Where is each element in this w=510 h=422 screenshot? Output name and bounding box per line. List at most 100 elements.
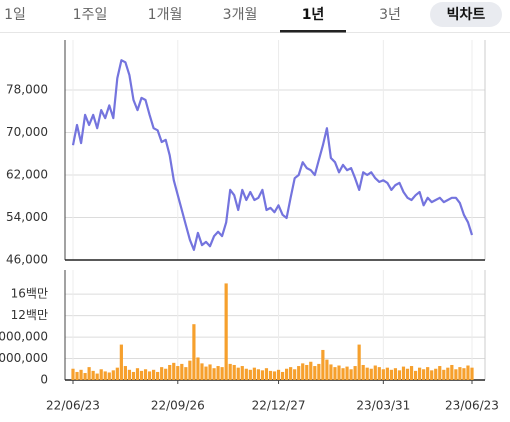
volume-bar — [301, 363, 305, 380]
volume-bar — [333, 367, 337, 380]
volume-bar — [373, 365, 377, 380]
volume-bar — [172, 362, 176, 380]
volume-bar — [176, 366, 180, 380]
tab[interactable]: 3개월 — [223, 7, 258, 23]
volume-bar — [244, 368, 248, 380]
volume-bar — [418, 367, 422, 380]
volume-bar — [236, 367, 240, 380]
big-chart-button[interactable] — [430, 2, 502, 27]
volume-bar — [458, 367, 462, 380]
volume-bar — [297, 366, 301, 380]
x-tick-label: 23/06/23 — [445, 399, 499, 413]
volume-bar — [224, 283, 228, 380]
tab[interactable]: 1개월 — [148, 7, 183, 23]
volume-bar — [260, 370, 265, 380]
x-tick-label: 22/12/27 — [252, 399, 306, 413]
volume-bar — [280, 371, 285, 380]
volume-bar — [446, 367, 450, 380]
x-tick-label: 22/09/26 — [151, 399, 205, 413]
volume-bar — [143, 369, 148, 380]
volume-bar — [305, 364, 309, 380]
y-tick-label: 8,000,000 — [0, 330, 48, 344]
volume-bar — [248, 369, 252, 380]
volume-bar — [212, 368, 216, 380]
volume-bar — [200, 363, 204, 380]
volume-bar — [337, 365, 341, 380]
volume-bar — [325, 359, 329, 380]
y-tick-label: 46,000 — [6, 253, 48, 267]
volume-bar — [184, 367, 188, 380]
volume-bar — [119, 344, 123, 380]
volume-bar — [357, 344, 361, 380]
volume-bar — [413, 370, 418, 380]
volume-bar — [401, 366, 406, 380]
tab[interactable]: 3년 — [379, 7, 401, 23]
volume-bar — [381, 369, 385, 380]
volume-bar — [115, 367, 119, 380]
volume-bar — [127, 369, 132, 380]
volume-bar — [208, 364, 212, 380]
volume-bar — [409, 366, 414, 380]
volume-bar — [168, 364, 172, 380]
volume-bar — [216, 366, 220, 380]
volume-bar — [180, 363, 184, 380]
volume-bar — [393, 368, 398, 380]
volume-bar — [442, 369, 446, 380]
volume-bar — [228, 363, 232, 380]
volume-bar — [434, 368, 438, 380]
y-tick-label: 70,000 — [6, 125, 48, 139]
volume-bar — [131, 371, 136, 380]
volume-bar — [192, 324, 196, 380]
tab[interactable]: 1년 — [302, 7, 325, 23]
volume-bar — [135, 368, 140, 380]
tab-underline — [280, 30, 346, 33]
volume-bar — [220, 367, 224, 380]
volume-bar — [349, 369, 353, 380]
volume-bar — [405, 368, 410, 380]
volume-bar — [289, 367, 293, 380]
y-tick-label: 4,000,000 — [0, 351, 48, 365]
tab[interactable]: 1일 — [4, 7, 26, 23]
y-tick-label: 78,000 — [6, 82, 48, 96]
volume-bar — [79, 369, 83, 380]
volume-bar — [365, 367, 369, 380]
volume-bar — [293, 369, 297, 380]
volume-bar — [160, 367, 164, 380]
volume-bar — [152, 369, 156, 380]
volume-bar — [276, 369, 281, 380]
volume-bar — [341, 368, 345, 380]
volume-bar — [268, 370, 273, 380]
volume-bar — [107, 372, 111, 380]
volume-bar — [139, 370, 144, 380]
volume-bar — [91, 370, 95, 380]
volume-bar — [196, 357, 200, 380]
volume-bar — [345, 366, 349, 380]
volume-bar — [329, 364, 333, 380]
volume-bar — [71, 368, 75, 380]
volume-bar — [466, 365, 470, 380]
volume-bar — [369, 368, 373, 380]
volume-bar — [470, 367, 474, 380]
big-chart-label[interactable]: 빅차트 — [447, 6, 486, 23]
volume-bar — [99, 369, 103, 380]
volume-bar — [389, 369, 393, 380]
tab[interactable]: 1주일 — [73, 7, 108, 23]
volume-bar — [397, 370, 402, 380]
volume-bar — [272, 371, 277, 380]
volume-bar — [232, 364, 236, 380]
volume-bar — [385, 367, 389, 380]
y-tick-label: 12백만 — [11, 308, 48, 322]
y-tick-label: 62,000 — [6, 167, 48, 181]
volume-bar — [75, 371, 79, 380]
volume-bar — [87, 367, 91, 380]
volume-bar — [313, 366, 317, 380]
volume-bar — [353, 366, 357, 380]
volume-bar — [317, 363, 321, 380]
volume-bar — [188, 360, 192, 380]
volume-bar — [454, 369, 458, 380]
volume-bar — [430, 370, 434, 380]
volume-bar — [309, 361, 313, 380]
volume-bar — [361, 364, 365, 380]
volume-bar — [103, 371, 107, 380]
